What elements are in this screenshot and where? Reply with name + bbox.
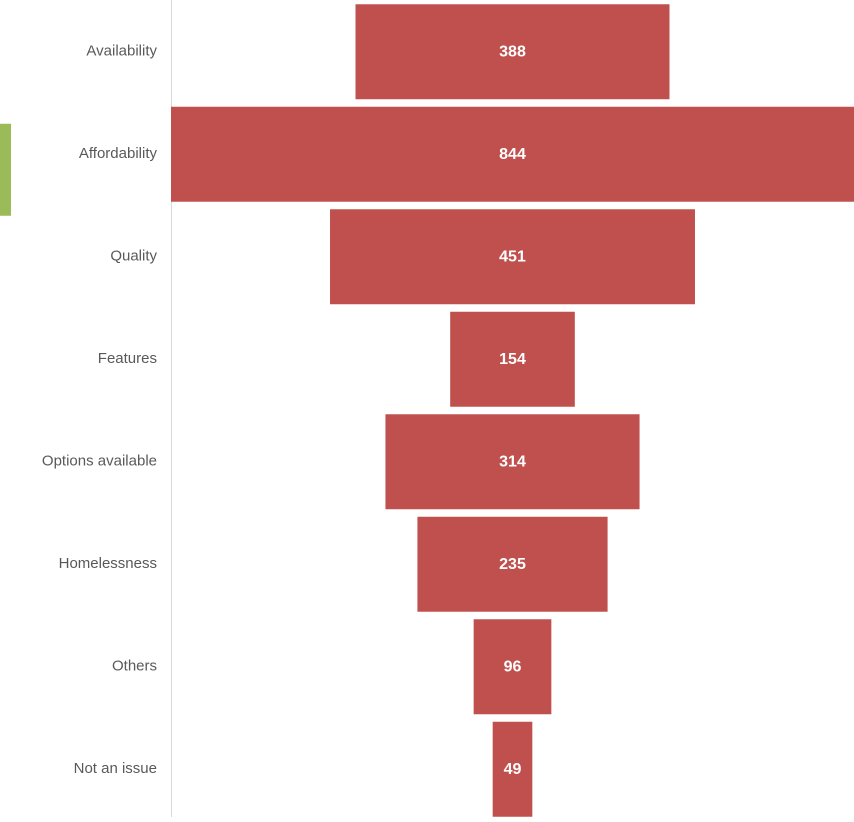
- bar-availability: [355, 4, 670, 100]
- highlight-marker-affordability: [0, 123, 11, 216]
- category-label-homelessness: Homelessness: [59, 555, 157, 572]
- category-label-availability: Availability: [86, 42, 157, 59]
- value-label-features: 154: [499, 351, 526, 368]
- value-label-not-an-issue: 49: [504, 761, 522, 778]
- bar-features: [450, 311, 575, 407]
- value-label-others: 96: [504, 658, 522, 675]
- value-label-options-available: 314: [499, 453, 526, 470]
- category-label-features: Features: [98, 350, 157, 367]
- category-label-others: Others: [112, 657, 157, 674]
- category-label-not-an-issue: Not an issue: [74, 760, 157, 777]
- bar-quality: [330, 209, 695, 305]
- category-label-quality: Quality: [110, 247, 157, 264]
- value-label-affordability: 844: [499, 146, 526, 163]
- category-label-options-available: Options available: [42, 452, 157, 469]
- bar-affordability: [171, 106, 854, 202]
- bar-options-available: [385, 414, 640, 510]
- bar-others: [473, 619, 552, 715]
- bar-homelessness: [417, 516, 608, 612]
- category-label-affordability: Affordability: [79, 145, 158, 162]
- value-label-availability: 388: [499, 43, 526, 60]
- bar-not-an-issue: [492, 721, 533, 817]
- value-label-quality: 451: [499, 248, 526, 265]
- value-label-homelessness: 235: [499, 556, 526, 573]
